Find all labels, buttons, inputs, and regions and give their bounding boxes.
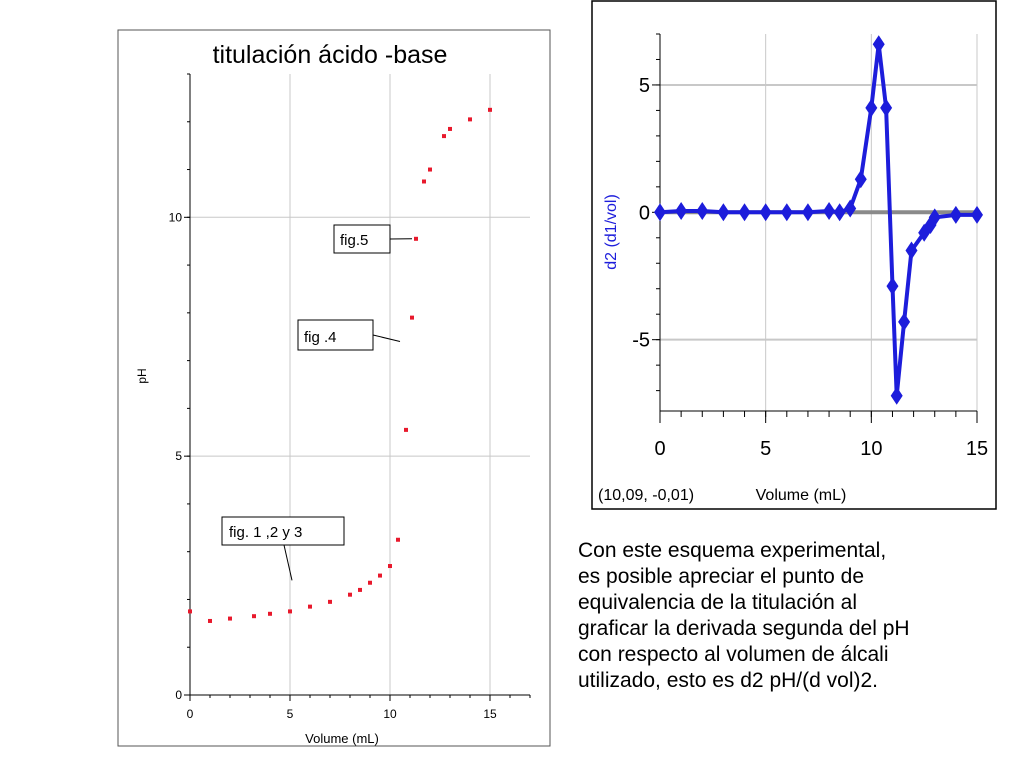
- caption-line: equivalencia de la titulación al: [578, 591, 858, 614]
- x-tick-label: 5: [287, 707, 294, 721]
- data-point: [388, 564, 392, 569]
- data-point: [414, 236, 418, 241]
- tick-labels: 0 5 10 15 0 5 10: [169, 210, 497, 721]
- data-point: [328, 599, 332, 604]
- data-point: [378, 573, 382, 578]
- annotation-label: fig.5: [340, 232, 368, 249]
- x-axis-label: Volume (mL): [305, 731, 379, 746]
- data-point: [358, 587, 362, 592]
- data-point: [488, 107, 492, 112]
- x-tick-label: 10: [383, 707, 397, 721]
- chart-frame: [117, 29, 551, 747]
- caption-text: Con este esquema experimental, es posibl…: [578, 538, 998, 694]
- data-point: [410, 315, 414, 320]
- y-axis-label: pH: [135, 368, 149, 383]
- y-tick-label: 0: [175, 688, 182, 702]
- caption-line: graficar la derivada segunda del pH: [578, 617, 910, 640]
- data-point: [368, 580, 372, 585]
- y-tick-label: 10: [169, 210, 183, 224]
- data-point: [428, 167, 432, 172]
- annotation-box: [333, 224, 391, 254]
- data-point: [308, 604, 312, 609]
- data-point: [268, 611, 272, 616]
- data-point: [288, 609, 292, 614]
- caption-line: utilizado, esto es d2 pH/(d vol)2.: [578, 669, 878, 692]
- data-points: [188, 107, 492, 623]
- x-tick-label: 0: [187, 707, 194, 721]
- caption-line: Con este esquema experimental,: [578, 539, 887, 562]
- axes: [184, 73, 531, 701]
- x-tick-label: 15: [483, 707, 497, 721]
- data-point: [228, 616, 232, 621]
- annotation-label: fig. 1 ,2 y 3: [229, 524, 302, 541]
- caption-line: es posible apreciar el punto de: [578, 565, 865, 588]
- data-point: [442, 134, 446, 139]
- caption-line: con respecto al volumen de álcali: [578, 643, 889, 666]
- data-point: [396, 537, 400, 542]
- annotation-leader: [283, 544, 293, 581]
- data-point: [188, 609, 192, 614]
- chart-title: titulación ácido -base: [213, 41, 448, 69]
- data-point: [252, 614, 256, 619]
- annotation-leader: [372, 334, 401, 342]
- data-point: [448, 126, 452, 131]
- annotations: fig.5 fig .4 fig. 1 ,2 y 3: [221, 224, 413, 581]
- data-point: [404, 427, 408, 432]
- data-point: [422, 179, 426, 184]
- grid-lines: [190, 74, 530, 695]
- data-point: [468, 117, 472, 122]
- annotation-label: fig .4: [304, 329, 337, 346]
- data-point: [208, 618, 212, 623]
- annotation-box: [297, 319, 374, 351]
- data-point: [348, 592, 352, 597]
- y-tick-label: 5: [175, 449, 182, 463]
- annotation-box: [221, 516, 345, 546]
